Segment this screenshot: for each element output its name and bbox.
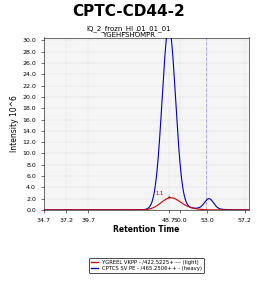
X-axis label: Retention Time: Retention Time [113, 225, 180, 234]
Legend: YGREEL VKPP - /422.5225+ --- (light), CPTCS SV PE - /465.2506++ - (heavy): YGREEL VKPP - /422.5225+ --- (light), CP… [89, 258, 204, 273]
Text: CPTC-CD44-2: CPTC-CD44-2 [72, 4, 185, 20]
Text: IQ_2_frozn_HI_01_01_01: IQ_2_frozn_HI_01_01_01 [86, 26, 171, 32]
Y-axis label: Intensity 10^6: Intensity 10^6 [10, 95, 19, 152]
Text: 1.1: 1.1 [155, 191, 170, 198]
Text: YGEHFSHÖMPR: YGEHFSHÖMPR [102, 32, 155, 38]
Text: 32.4: 32.4 [0, 299, 1, 300]
